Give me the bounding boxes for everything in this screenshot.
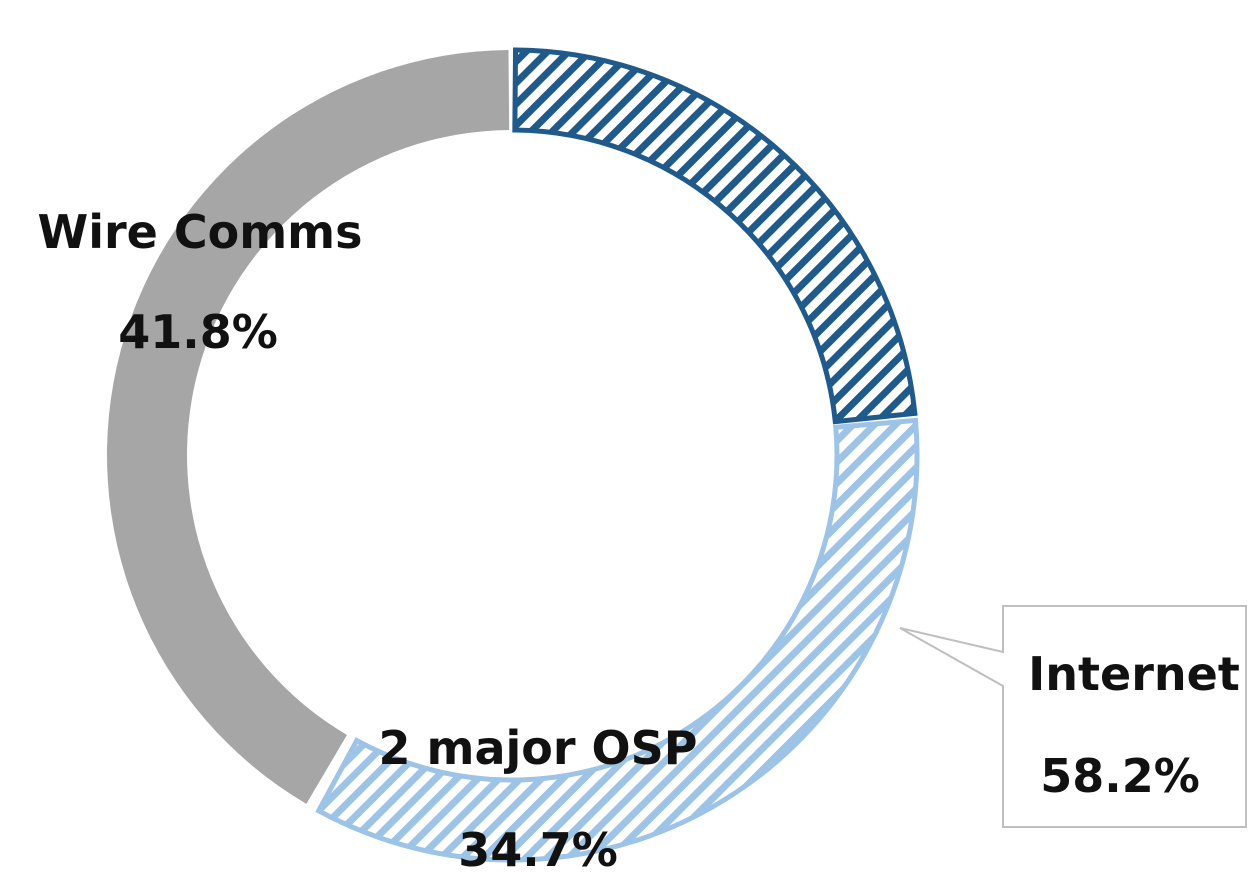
- donut-segment-internet: [512, 47, 918, 425]
- value-internet: 58.2%: [1040, 749, 1200, 803]
- label-wire-comms: Wire Comms: [37, 205, 362, 259]
- donut-segment-2-major-osp: [315, 417, 920, 863]
- label-internet: Internet: [1028, 647, 1240, 701]
- label-2-major-osp: 2 major OSP: [378, 721, 697, 775]
- donut-segment-wire-comms: [106, 50, 510, 804]
- callout-box-internet: [899, 605, 1247, 828]
- value-2-major-osp: 34.7%: [458, 823, 618, 873]
- value-wire-comms: 41.8%: [118, 305, 278, 359]
